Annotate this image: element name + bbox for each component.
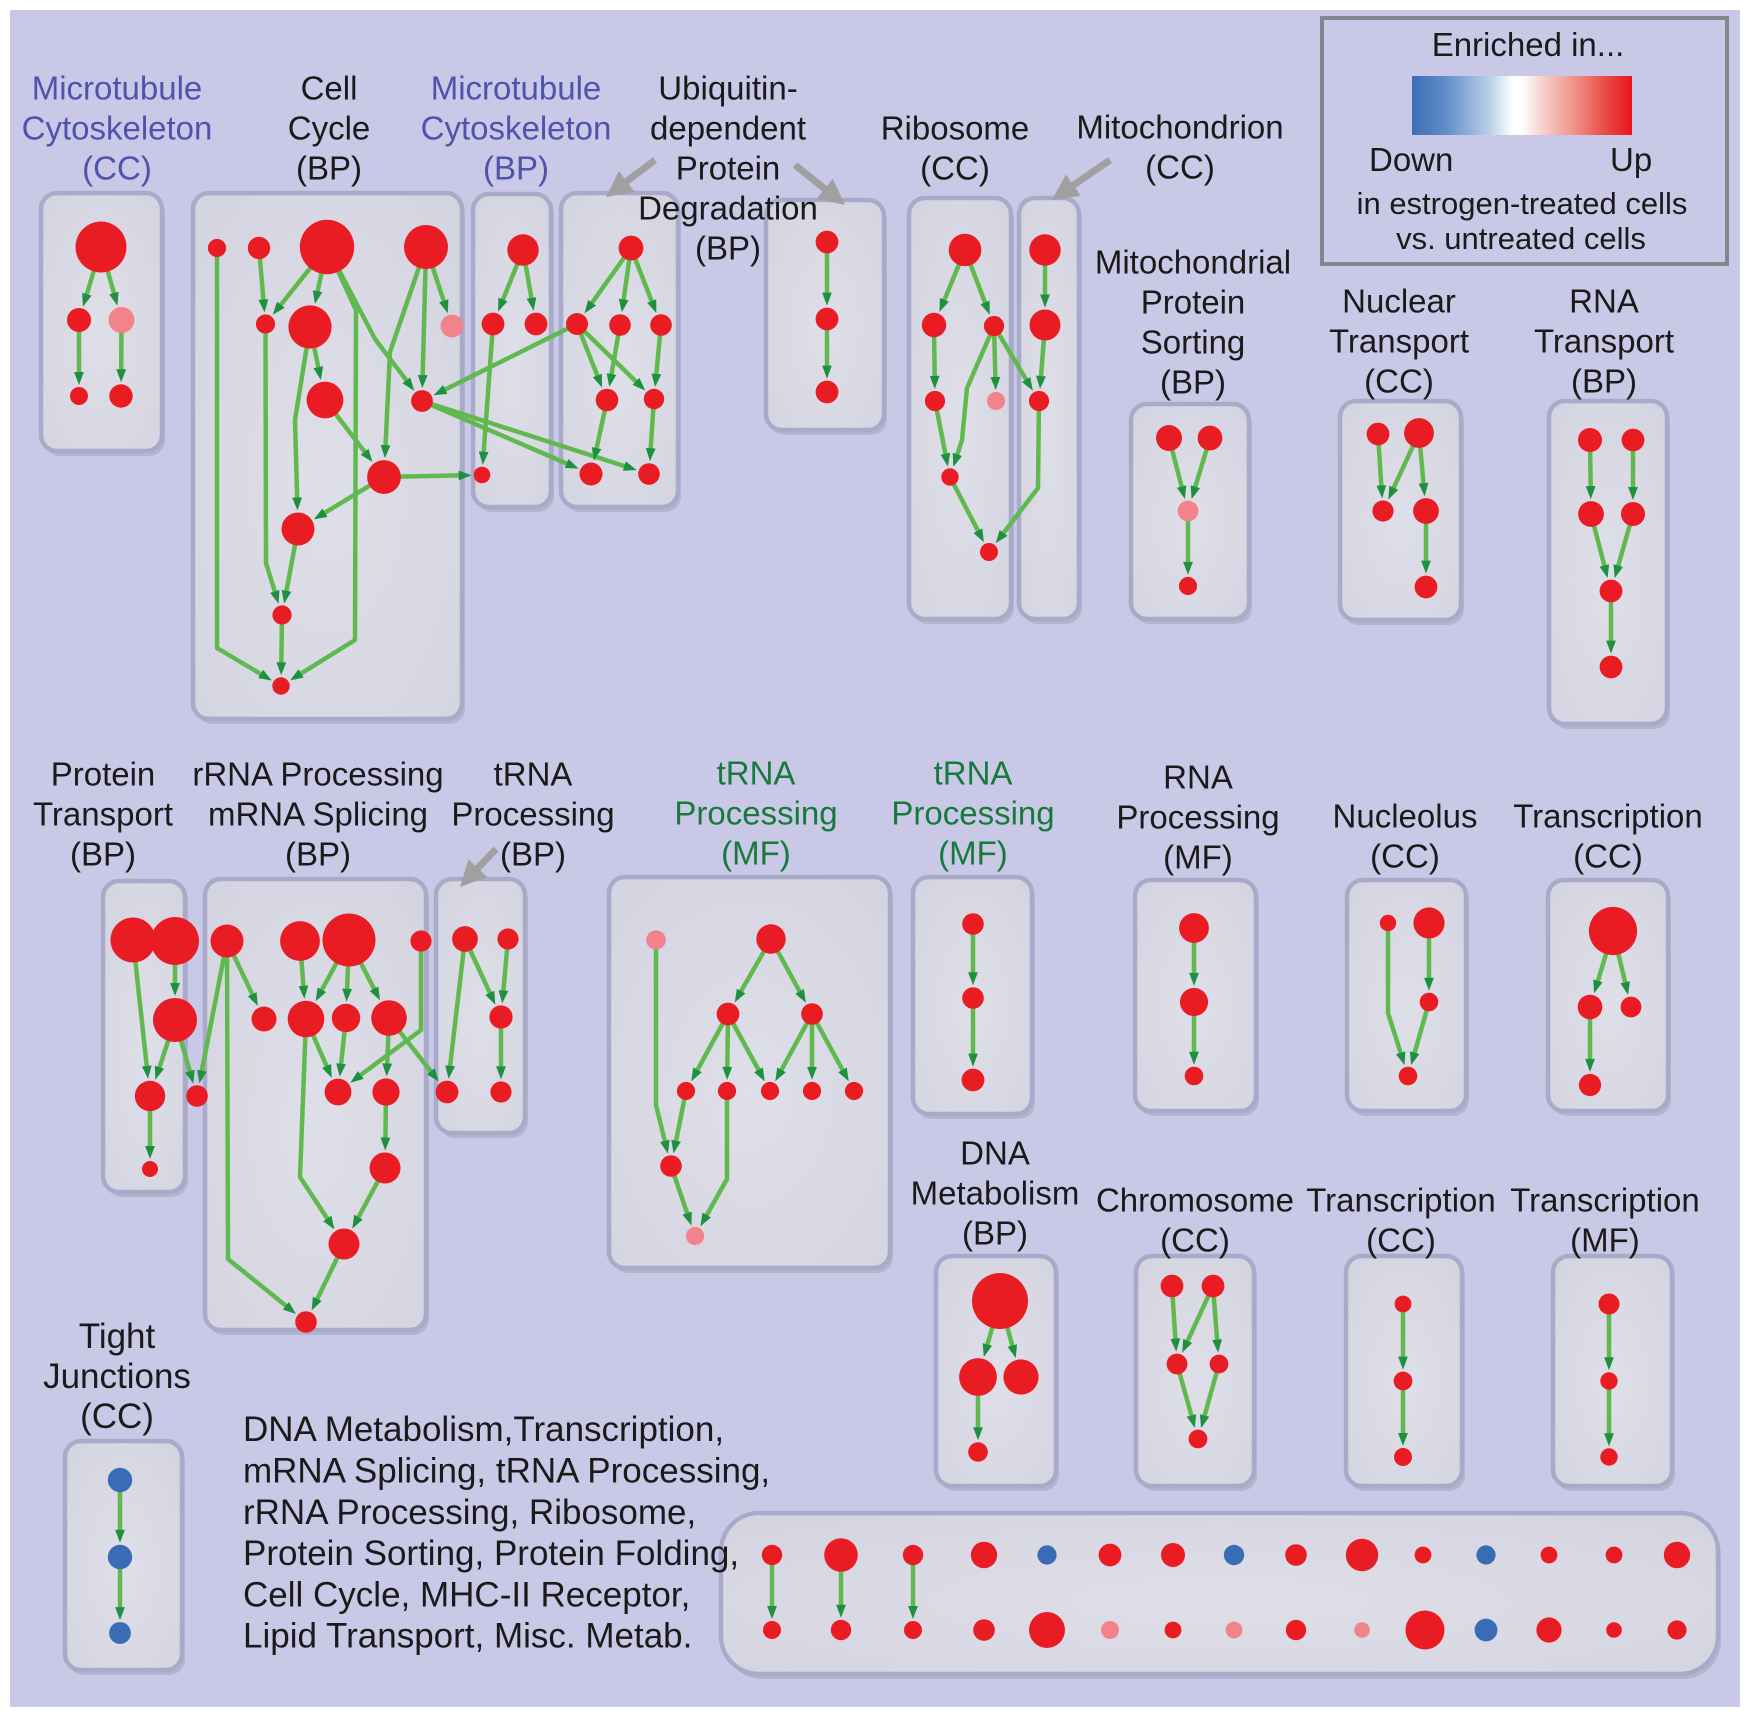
svg-text:RNA: RNA <box>1569 283 1639 320</box>
svg-text:(BP): (BP) <box>1160 364 1226 401</box>
svg-text:Tight: Tight <box>79 1317 156 1356</box>
svg-text:vs. untreated cells: vs. untreated cells <box>1396 221 1646 256</box>
svg-text:Degradation: Degradation <box>638 190 818 227</box>
svg-text:Enriched in...: Enriched in... <box>1432 26 1625 63</box>
svg-text:Cell Cycle, MHC-II Receptor,: Cell Cycle, MHC-II Receptor, <box>243 1575 690 1614</box>
svg-text:(CC): (CC) <box>82 150 152 187</box>
svg-text:(CC): (CC) <box>80 1397 154 1436</box>
svg-text:Protein: Protein <box>51 756 156 793</box>
svg-text:(MF): (MF) <box>1570 1222 1640 1259</box>
svg-text:Nucleolus: Nucleolus <box>1333 798 1478 835</box>
svg-text:(CC): (CC) <box>1573 838 1643 875</box>
svg-text:Cell: Cell <box>301 70 358 107</box>
svg-text:Transport: Transport <box>1534 323 1674 360</box>
svg-text:Processing: Processing <box>891 795 1054 832</box>
svg-text:Metabolism: Metabolism <box>911 1175 1080 1212</box>
svg-text:RNA: RNA <box>1163 759 1233 796</box>
svg-text:Transport: Transport <box>33 796 173 833</box>
svg-text:Nuclear: Nuclear <box>1342 283 1456 320</box>
svg-text:mRNA Splicing: mRNA Splicing <box>208 796 428 833</box>
svg-text:DNA: DNA <box>960 1135 1030 1172</box>
svg-text:rRNA Processing: rRNA Processing <box>192 756 443 793</box>
svg-text:Chromosome: Chromosome <box>1096 1182 1294 1219</box>
svg-text:Ribosome: Ribosome <box>881 110 1030 147</box>
svg-text:dependent: dependent <box>650 110 806 147</box>
svg-text:Transcription: Transcription <box>1510 1182 1700 1219</box>
svg-text:Protein Sorting, Protein Foldi: Protein Sorting, Protein Folding, <box>243 1534 739 1573</box>
svg-text:Transcription: Transcription <box>1306 1182 1496 1219</box>
svg-text:(BP): (BP) <box>500 836 566 873</box>
svg-text:Processing: Processing <box>674 795 837 832</box>
svg-text:(BP): (BP) <box>296 150 362 187</box>
svg-text:Mitochondrial: Mitochondrial <box>1095 244 1291 281</box>
svg-text:Cytoskeleton: Cytoskeleton <box>421 110 612 147</box>
svg-text:Mitochondrion: Mitochondrion <box>1076 109 1283 146</box>
svg-text:Sorting: Sorting <box>1141 324 1246 361</box>
svg-text:Up: Up <box>1610 141 1652 178</box>
svg-text:Transcription: Transcription <box>1513 798 1703 835</box>
svg-text:DNA Metabolism,Transcription,: DNA Metabolism,Transcription, <box>243 1410 724 1449</box>
svg-text:Down: Down <box>1369 141 1453 178</box>
svg-text:Transport: Transport <box>1329 323 1469 360</box>
svg-text:(BP): (BP) <box>1571 363 1637 400</box>
svg-text:(BP): (BP) <box>483 150 549 187</box>
svg-text:(CC): (CC) <box>1160 1222 1230 1259</box>
svg-text:(BP): (BP) <box>70 836 136 873</box>
svg-text:Cytoskeleton: Cytoskeleton <box>22 110 213 147</box>
svg-text:(CC): (CC) <box>1364 363 1434 400</box>
svg-text:Cycle: Cycle <box>288 110 371 147</box>
svg-text:(CC): (CC) <box>1145 149 1215 186</box>
svg-text:(CC): (CC) <box>1370 838 1440 875</box>
svg-text:Lipid Transport, Misc. Metab.: Lipid Transport, Misc. Metab. <box>243 1617 692 1656</box>
svg-text:(BP): (BP) <box>962 1215 1028 1252</box>
svg-text:Microtubule: Microtubule <box>32 70 203 107</box>
svg-text:(CC): (CC) <box>1366 1222 1436 1259</box>
svg-text:Processing: Processing <box>1116 799 1279 836</box>
svg-text:in estrogen-treated cells: in estrogen-treated cells <box>1357 186 1688 221</box>
svg-text:(BP): (BP) <box>695 230 761 267</box>
svg-text:Microtubule: Microtubule <box>431 70 602 107</box>
svg-text:(MF): (MF) <box>721 835 791 872</box>
svg-text:(CC): (CC) <box>920 150 990 187</box>
svg-text:(MF): (MF) <box>938 835 1008 872</box>
svg-text:tRNA: tRNA <box>494 756 573 793</box>
svg-text:Protein: Protein <box>676 150 781 187</box>
svg-text:rRNA Processing, Ribosome,: rRNA Processing, Ribosome, <box>243 1493 696 1532</box>
svg-text:mRNA Splicing, tRNA Processing: mRNA Splicing, tRNA Processing, <box>243 1452 770 1491</box>
svg-text:Processing: Processing <box>451 796 614 833</box>
svg-text:tRNA: tRNA <box>717 755 796 792</box>
svg-text:Ubiquitin-: Ubiquitin- <box>658 70 797 107</box>
svg-text:(MF): (MF) <box>1163 839 1233 876</box>
svg-text:tRNA: tRNA <box>934 755 1013 792</box>
svg-text:Junctions: Junctions <box>43 1357 191 1396</box>
svg-text:(BP): (BP) <box>285 836 351 873</box>
svg-text:Protein: Protein <box>1141 284 1246 321</box>
